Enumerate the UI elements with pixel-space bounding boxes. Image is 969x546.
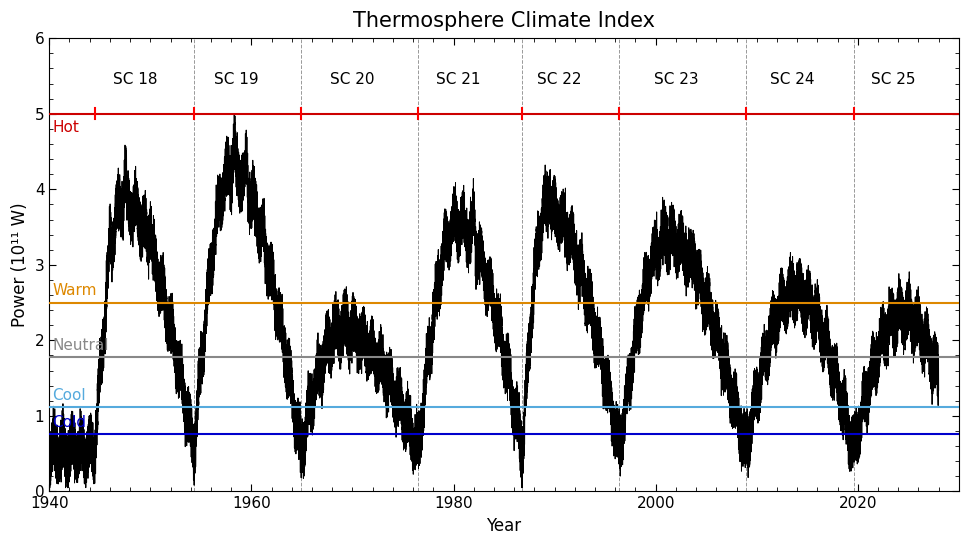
Text: Cold: Cold bbox=[52, 416, 86, 430]
Text: Warm: Warm bbox=[52, 283, 97, 298]
Text: SC 25: SC 25 bbox=[870, 72, 915, 87]
Text: SC 21: SC 21 bbox=[436, 72, 481, 87]
Text: Hot: Hot bbox=[52, 120, 79, 135]
Text: Neutral: Neutral bbox=[52, 338, 109, 353]
Text: SC 22: SC 22 bbox=[537, 72, 581, 87]
Text: SC 18: SC 18 bbox=[112, 72, 157, 87]
Text: SC 19: SC 19 bbox=[214, 72, 259, 87]
Y-axis label: Power (10¹¹ W): Power (10¹¹ W) bbox=[11, 203, 29, 327]
Text: SC 20: SC 20 bbox=[329, 72, 374, 87]
X-axis label: Year: Year bbox=[486, 517, 521, 535]
Text: Cool: Cool bbox=[52, 388, 86, 403]
Text: SC 23: SC 23 bbox=[653, 72, 698, 87]
Title: Thermosphere Climate Index: Thermosphere Climate Index bbox=[353, 11, 654, 31]
Text: SC 24: SC 24 bbox=[769, 72, 814, 87]
